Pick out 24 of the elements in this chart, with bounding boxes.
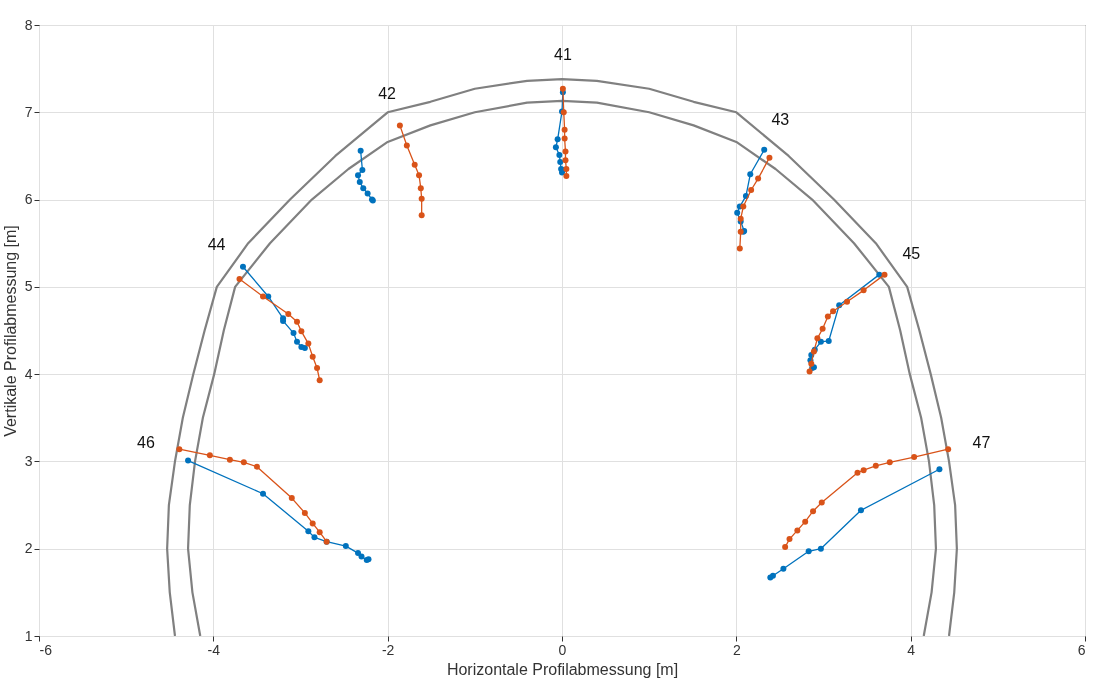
y-tick-label: 8: [24, 16, 33, 33]
annotation: 45: [902, 244, 921, 262]
y-tick-label: 5: [24, 278, 33, 295]
x-tick-label: 4: [907, 641, 916, 658]
y-tick-label: 7: [24, 103, 33, 120]
y-tick-label: 6: [24, 191, 33, 208]
x-tick-label: -2: [381, 641, 395, 658]
y-tick-label: 1: [24, 627, 33, 644]
annotation: 46: [137, 433, 155, 451]
annotation: 42: [378, 84, 397, 102]
y-tick-label: 4: [24, 365, 33, 382]
x-tick-label: 0: [558, 641, 567, 658]
annotation: 43: [771, 110, 790, 128]
x-axis-title: Horizontale Profilabmessung [m]: [446, 660, 679, 678]
y-tick-label: 2: [24, 540, 33, 557]
x-tick-label: 6: [1077, 641, 1086, 658]
y-axis-title: Vertikale Profilabmessung [m]: [1, 225, 19, 437]
y-tick-label: 3: [24, 452, 33, 469]
annotation: 44: [207, 236, 226, 254]
annotation: 41: [554, 45, 572, 63]
x-tick-label: 2: [732, 641, 741, 658]
annotation: 47: [972, 433, 991, 451]
x-tick-label: -6: [39, 641, 53, 658]
x-tick-label: -4: [207, 641, 221, 658]
